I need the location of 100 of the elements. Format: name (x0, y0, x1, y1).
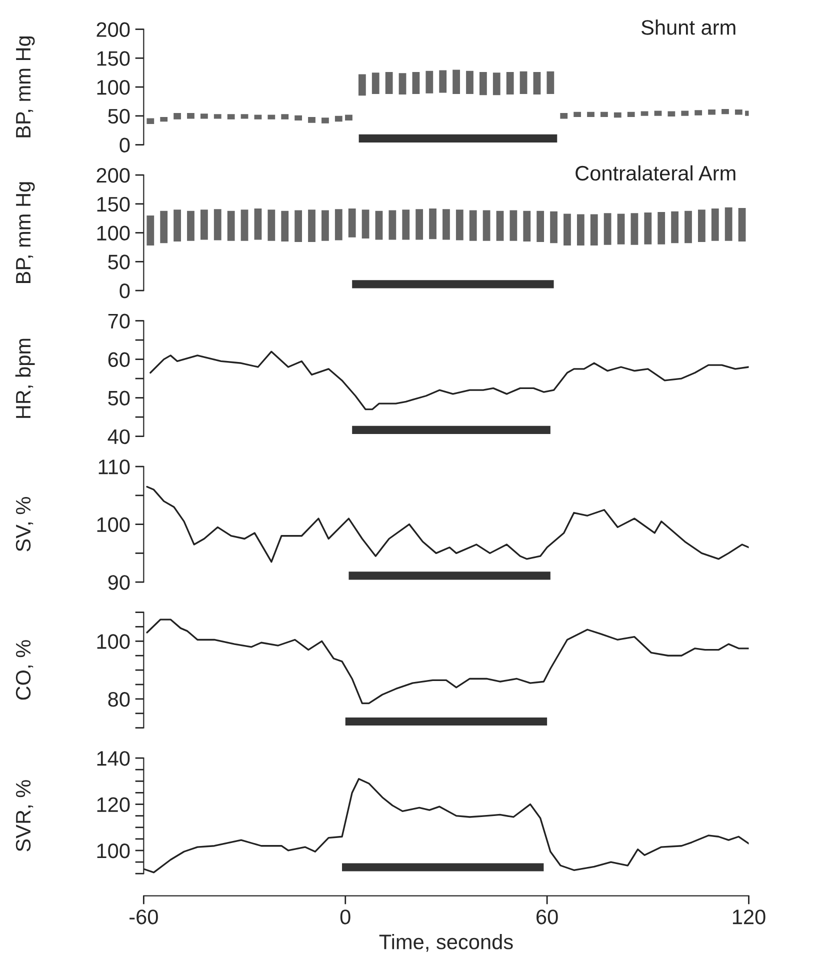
bar (268, 114, 276, 120)
bar (546, 71, 554, 94)
bar (294, 115, 302, 121)
bar (671, 211, 678, 244)
bar (439, 70, 447, 93)
bar (254, 114, 262, 120)
y-tick-label: 100 (97, 843, 130, 858)
bar (456, 210, 464, 240)
bar (684, 210, 692, 244)
y-tick-label: 50 (108, 390, 130, 406)
bar (630, 213, 638, 245)
bar (322, 210, 329, 241)
bar (617, 214, 625, 244)
bar (442, 209, 450, 240)
bar (590, 214, 598, 246)
bar (614, 112, 622, 118)
bar (429, 208, 436, 240)
y-tick-label: 80 (108, 692, 130, 707)
y-tick-label: 200 (96, 168, 130, 183)
y-tick-label: 0 (120, 284, 130, 298)
y-tick-label: 100 (97, 80, 130, 95)
bar (644, 212, 652, 244)
bar (345, 114, 352, 121)
y-axis-title: SV, % (16, 497, 34, 552)
y-tick-label: 40 (108, 429, 130, 444)
bar (523, 210, 531, 242)
bar (322, 118, 329, 124)
bar (734, 110, 742, 115)
bar (385, 72, 393, 94)
x-tick-label: -60 (130, 910, 158, 924)
bar (694, 110, 702, 116)
line-series (146, 618, 749, 704)
bar (640, 111, 648, 116)
x-tick-label: 0 (340, 910, 350, 924)
bar (496, 210, 504, 241)
y-axis-title: HR, bpm (15, 338, 35, 418)
bar (416, 209, 424, 240)
bar (362, 210, 370, 239)
bar (698, 210, 706, 242)
y-tick-label: 150 (97, 51, 130, 66)
bar (254, 208, 262, 240)
bar (492, 72, 500, 96)
bar (160, 117, 168, 122)
bar (348, 208, 356, 238)
chart-title: Shunt arm (641, 20, 736, 35)
bar (604, 213, 612, 245)
bar (160, 210, 168, 244)
bar (482, 210, 490, 241)
bar (412, 72, 420, 94)
bar (240, 114, 248, 119)
bar (560, 113, 568, 119)
bar (658, 212, 666, 244)
bar (308, 210, 316, 242)
y-tick-label: 90 (108, 575, 130, 590)
bar (334, 116, 342, 122)
bar (722, 108, 729, 114)
bar (520, 71, 528, 94)
bar (334, 209, 342, 240)
bar (200, 210, 208, 240)
bar (375, 210, 383, 240)
y-axis-title: BP, mm Hg (16, 36, 35, 138)
bar (550, 211, 558, 244)
bar (426, 70, 434, 94)
y-tick-label: 110 (98, 460, 130, 474)
bar (268, 210, 276, 241)
y-tick-label: 200 (96, 22, 130, 38)
y-axis-title: BP, mm Hg (16, 182, 35, 283)
x-axis-title: Time, seconds (379, 934, 513, 952)
y-tick-label: 140 (97, 751, 130, 766)
bar (174, 113, 181, 120)
y-tick-label: 100 (97, 634, 130, 649)
bar (214, 209, 222, 240)
bar (146, 215, 154, 246)
y-tick-label: 100 (97, 517, 130, 532)
chart-title: Contralateral Arm (576, 165, 736, 181)
bar (576, 214, 584, 246)
bar (533, 72, 541, 95)
bar (294, 210, 302, 242)
bar (738, 208, 746, 242)
bar (240, 210, 248, 241)
bar (466, 70, 474, 94)
y-tick-label: 70 (108, 314, 130, 329)
bar (506, 72, 514, 95)
bar (574, 112, 582, 118)
bar (469, 210, 477, 241)
bar (536, 210, 544, 242)
y-tick-label: 50 (108, 108, 130, 124)
x-tick-label: 120 (732, 910, 766, 924)
bar (627, 112, 635, 118)
bar (281, 210, 289, 242)
bar (187, 113, 194, 119)
bar (510, 210, 518, 241)
x-tick-label: 60 (536, 910, 558, 924)
bar (358, 74, 366, 96)
bar (452, 70, 460, 94)
y-tick-label: 0 (120, 138, 130, 153)
bar (402, 210, 410, 240)
bar (708, 110, 716, 115)
bar (187, 210, 194, 241)
line-series (150, 350, 749, 410)
